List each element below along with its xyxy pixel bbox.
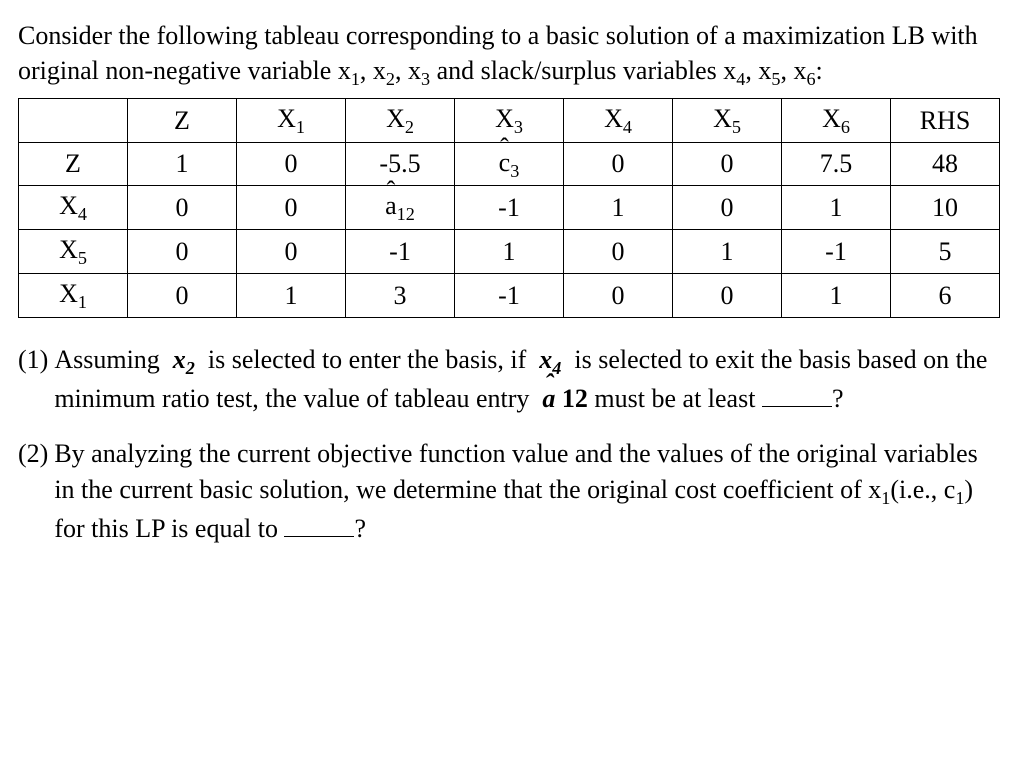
tableau-row-label: X5 <box>19 230 128 274</box>
tableau-cell: 0 <box>237 230 346 274</box>
tableau-cell: a12 <box>346 186 455 230</box>
tableau-cell: 0 <box>673 186 782 230</box>
tableau-row-label: X1 <box>19 273 128 317</box>
tableau-cell: 1 <box>455 230 564 274</box>
tableau-cell: 5 <box>891 230 1000 274</box>
question-2: (2) By analyzing the current objective f… <box>18 436 1000 546</box>
tableau-cell: 0 <box>564 273 673 317</box>
tableau-row: X1013-10016 <box>19 273 1000 317</box>
tableau-cell: 48 <box>891 142 1000 186</box>
tableau-header-cell <box>19 98 128 142</box>
tableau-cell: 1 <box>237 273 346 317</box>
tableau-cell: 0 <box>564 230 673 274</box>
tableau-cell: 1 <box>128 142 237 186</box>
tableau-cell: 0 <box>128 230 237 274</box>
tableau-cell: 0 <box>128 273 237 317</box>
tableau-row-label: Z <box>19 142 128 186</box>
tableau-header-cell: X2 <box>346 98 455 142</box>
tableau-cell: -1 <box>455 186 564 230</box>
tableau-row: X400a12-110110 <box>19 186 1000 230</box>
tableau-header-cell: X5 <box>673 98 782 142</box>
tableau-cell: c3 <box>455 142 564 186</box>
tableau-header-cell: X6 <box>782 98 891 142</box>
question-2-body: By analyzing the current objective funct… <box>54 436 1000 546</box>
tableau-header-cell: RHS <box>891 98 1000 142</box>
question-1-number: (1) <box>18 342 54 417</box>
tableau-cell: -5.5 <box>346 142 455 186</box>
tableau-cell: 0 <box>673 142 782 186</box>
tableau-cell: -1 <box>782 230 891 274</box>
question-1: (1) Assuming x2 is selected to enter the… <box>18 342 1000 417</box>
tableau-cell: 1 <box>782 186 891 230</box>
simplex-tableau: ZX1X2X3X4X5X6RHS Z10-5.5c3007.548X400a12… <box>18 98 1000 318</box>
tableau-cell: -1 <box>455 273 564 317</box>
tableau-header-cell: X4 <box>564 98 673 142</box>
tableau-cell: 1 <box>564 186 673 230</box>
tableau-cell: 0 <box>128 186 237 230</box>
tableau-cell: 6 <box>891 273 1000 317</box>
tableau-cell: 7.5 <box>782 142 891 186</box>
tableau-row: X500-1101-15 <box>19 230 1000 274</box>
question-2-number: (2) <box>18 436 54 546</box>
tableau-header-cell: X1 <box>237 98 346 142</box>
tableau-row-label: X4 <box>19 186 128 230</box>
tableau-row: Z10-5.5c3007.548 <box>19 142 1000 186</box>
tableau-cell: 0 <box>237 142 346 186</box>
intro-text: Consider the following tableau correspon… <box>18 18 1000 92</box>
tableau-cell: 10 <box>891 186 1000 230</box>
tableau-cell: -1 <box>346 230 455 274</box>
tableau-cell: 0 <box>564 142 673 186</box>
question-1-body: Assuming x2 is selected to enter the bas… <box>54 342 1000 417</box>
tableau-header-cell: Z <box>128 98 237 142</box>
tableau-cell: 1 <box>782 273 891 317</box>
tableau-cell: 3 <box>346 273 455 317</box>
tableau-cell: 0 <box>673 273 782 317</box>
tableau-cell: 0 <box>237 186 346 230</box>
tableau-cell: 1 <box>673 230 782 274</box>
